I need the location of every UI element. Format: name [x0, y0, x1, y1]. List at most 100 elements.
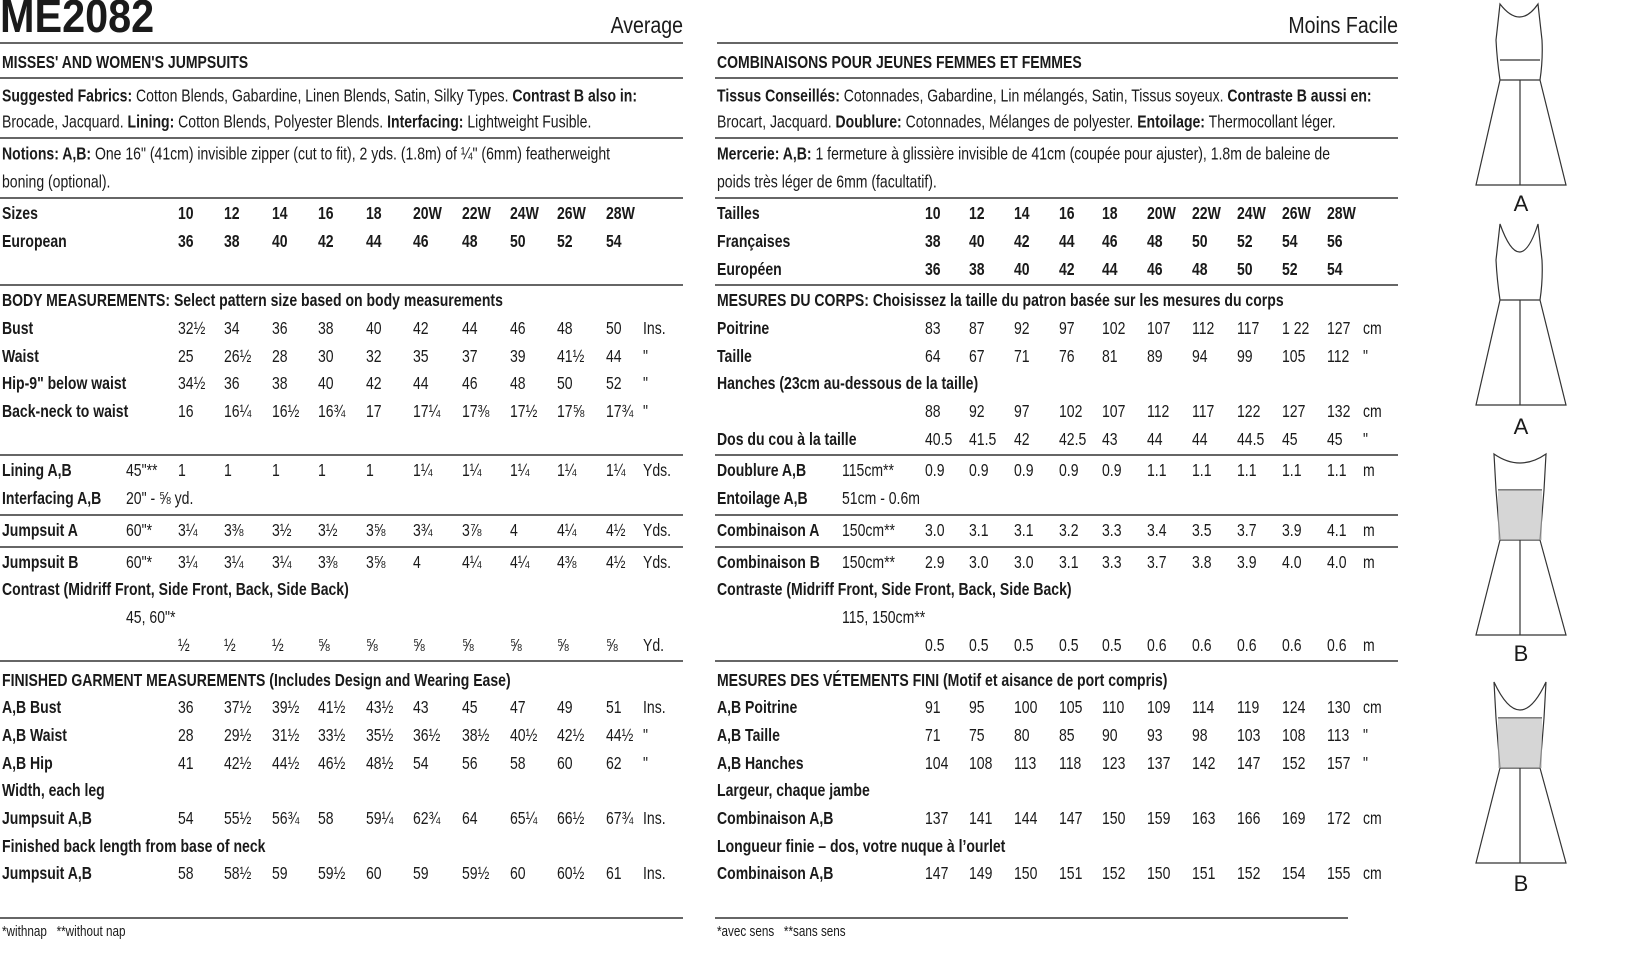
cell: 0.9	[1059, 460, 1079, 480]
cell: 35	[413, 346, 429, 366]
cell: 137	[1147, 753, 1170, 773]
cell: 52	[606, 373, 622, 393]
cell: 102	[1059, 401, 1082, 421]
cell: 3⅝	[366, 552, 386, 572]
cell: 38	[224, 231, 240, 251]
cell: 103	[1237, 725, 1260, 745]
cell: 3.9	[1282, 520, 1302, 540]
cell: 1	[178, 460, 186, 480]
cell: 113	[1014, 753, 1036, 773]
row-label: Poitrine	[717, 318, 769, 338]
difficulty-fr: Moins Facile	[1288, 13, 1398, 39]
row-extra: 115cm**	[842, 460, 895, 480]
cell: 44	[1192, 429, 1208, 449]
cell: 114	[1192, 697, 1214, 717]
cell: 89	[1147, 346, 1163, 366]
row-label: A,B Hanches	[717, 753, 804, 773]
cell: 59½	[462, 863, 490, 883]
cell: 40	[1014, 259, 1030, 279]
text-run: Mercerie: A,B:	[717, 144, 812, 164]
cell: 26W	[557, 203, 587, 223]
row-label: Dos du cou à la taille	[717, 429, 857, 449]
text-run: Brocart, Jacquard.	[717, 112, 835, 132]
paragraph-line: Brocart, Jacquard. Doublure: Cotonnades,…	[717, 112, 1336, 132]
cell: 83	[925, 318, 941, 338]
cell: 56	[462, 753, 478, 773]
cell: 1	[272, 460, 280, 480]
cell: 48	[557, 318, 573, 338]
cell: 16¾	[318, 401, 346, 421]
cell: 48	[510, 373, 526, 393]
cell: 4½	[606, 552, 626, 572]
cell: 60	[366, 863, 382, 883]
text-run: Cotton Blends, Gabardine, Linen Blends, …	[132, 86, 512, 106]
cell: 41½	[318, 697, 346, 717]
row-label: Interfacing A,B	[2, 488, 101, 508]
row-label: Bust	[2, 318, 34, 338]
cell: 46	[1147, 259, 1163, 279]
cell: 4¼	[462, 552, 482, 572]
cell: 3.0	[925, 520, 945, 540]
cell: 17	[366, 401, 382, 421]
cell: 151	[1059, 863, 1082, 883]
cell: 46½	[318, 753, 346, 773]
section-heading: Contrast (Midriff Front, Side Front, Bac…	[2, 579, 349, 599]
cell: 1.1	[1192, 460, 1212, 480]
row-label: A,B Hip	[2, 753, 53, 773]
unit: m	[1363, 635, 1375, 655]
cell: 59¼	[366, 808, 394, 828]
cell: 42	[413, 318, 429, 338]
cell: 58	[318, 808, 334, 828]
cell: 32	[366, 346, 382, 366]
cell: 22W	[1192, 203, 1222, 223]
cell: 3¼	[224, 552, 244, 572]
unit: Yds.	[643, 520, 671, 540]
cell: ½	[272, 635, 284, 655]
cell: 3⅜	[318, 552, 338, 572]
paragraph-line: Mercerie: A,B: 1 fermeture à glissière i…	[717, 144, 1330, 164]
cell: 0.9	[1102, 460, 1122, 480]
text-run: Cotton Blends, Polyester Blends.	[174, 112, 387, 132]
cell: 46	[413, 231, 429, 251]
cell: 56	[1327, 231, 1343, 251]
row-label: Back-neck to waist	[2, 401, 129, 421]
cell: 147	[1237, 753, 1260, 773]
unit: "	[643, 725, 648, 745]
unit: "	[1363, 725, 1368, 745]
cell: 88	[925, 401, 941, 421]
cell: 1¼	[606, 460, 626, 480]
cell: 108	[1282, 725, 1305, 745]
cell: 151	[1192, 863, 1215, 883]
unit: Yds.	[643, 552, 671, 572]
text-run: Interfacing:	[387, 112, 463, 132]
cell: 155	[1327, 863, 1350, 883]
row-extra: 45, 60"*	[126, 607, 176, 627]
cell: 1.1	[1327, 460, 1347, 480]
row-label: Hip-9" below waist	[2, 373, 127, 393]
cell: 147	[1059, 808, 1082, 828]
row-label: Jumpsuit B	[2, 552, 78, 572]
cell: 1¼	[510, 460, 530, 480]
cell: 81	[1102, 346, 1118, 366]
cell: 29½	[224, 725, 252, 745]
cell: 152	[1237, 863, 1260, 883]
cell: 0.6	[1237, 635, 1257, 655]
cell: 169	[1282, 808, 1305, 828]
row-extra: 60"*	[126, 552, 153, 572]
unit: "	[643, 346, 648, 366]
cell: 4	[413, 552, 421, 572]
cell: 46	[1102, 231, 1118, 251]
text-run: One 16" (41cm) invisible zipper (cut to …	[91, 144, 610, 164]
cell: 108	[969, 753, 992, 773]
footnote: *avec sens **sans sens	[717, 923, 846, 940]
cell: 44½	[606, 725, 634, 745]
cell: 37½	[224, 697, 252, 717]
cell: 66½	[557, 808, 585, 828]
cell: 127	[1327, 318, 1350, 338]
difficulty-en: Average	[611, 13, 683, 39]
cell: 142	[1192, 753, 1215, 773]
views	[1475, 2, 1567, 864]
cell: 44½	[272, 753, 300, 773]
unit: Ins.	[643, 697, 666, 717]
cell: 90	[1102, 725, 1118, 745]
